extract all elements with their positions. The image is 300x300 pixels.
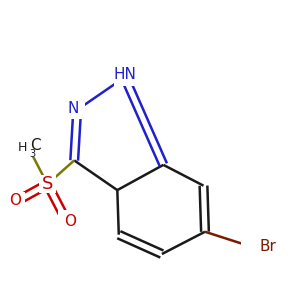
Bar <box>38 175 56 193</box>
Text: Br: Br <box>260 239 277 254</box>
Text: 3: 3 <box>30 148 36 159</box>
Text: O: O <box>64 214 76 229</box>
Bar <box>70 101 85 119</box>
Bar <box>10 192 25 209</box>
Text: O: O <box>9 193 21 208</box>
Bar <box>114 68 135 86</box>
Text: HN: HN <box>113 67 136 82</box>
Text: H: H <box>17 140 27 154</box>
Bar <box>17 137 39 157</box>
Text: S: S <box>42 175 53 193</box>
Text: N: N <box>67 101 78 116</box>
Bar <box>58 210 73 226</box>
Bar <box>242 238 261 255</box>
Text: C: C <box>30 138 41 153</box>
